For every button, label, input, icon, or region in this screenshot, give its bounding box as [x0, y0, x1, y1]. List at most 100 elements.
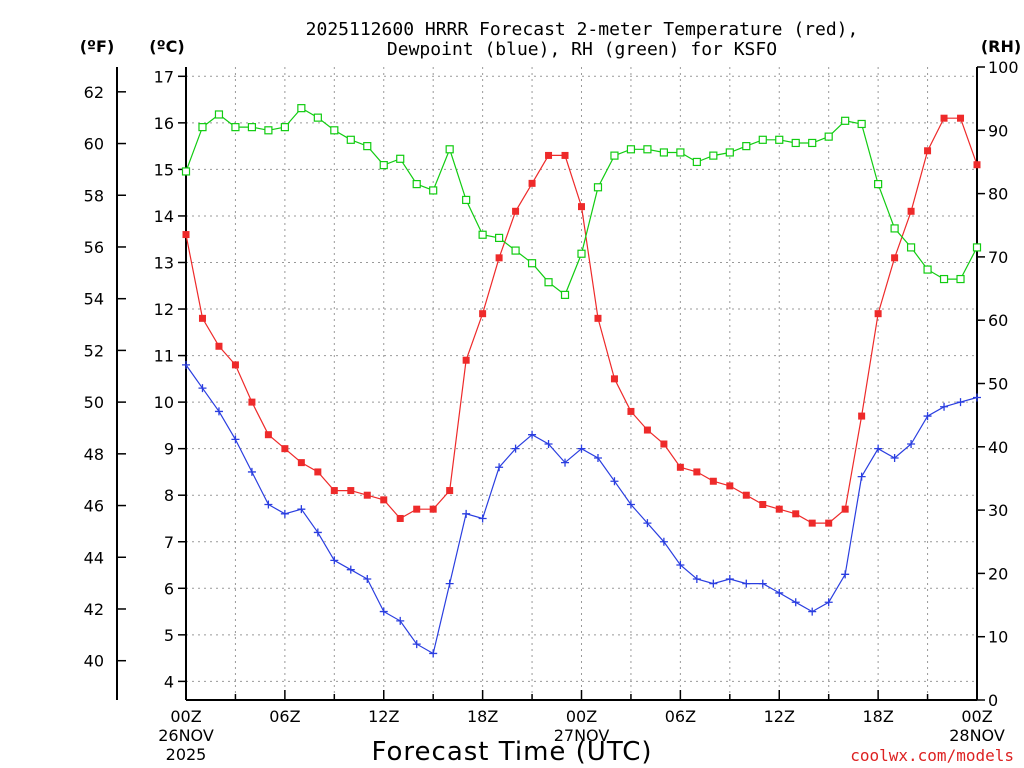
dewpoint-point — [857, 472, 866, 481]
temperature-point — [610, 375, 618, 383]
rh-point — [775, 135, 784, 144]
dewpoint-point — [610, 477, 619, 486]
rh-point — [363, 142, 372, 151]
dewpoint-point — [247, 467, 256, 476]
rh-point — [890, 224, 899, 233]
time-tick-label: 00Z — [566, 707, 597, 726]
fahrenheit-tick-label: 52 — [84, 341, 104, 360]
celsius-tick-label: 6 — [164, 579, 174, 598]
fahrenheit-tick-label: 48 — [84, 445, 104, 464]
rh-point — [972, 243, 982, 252]
rh-point — [676, 148, 685, 157]
rh-axis-label: (RH) — [981, 37, 1021, 56]
time-tick-label: 06Z — [269, 707, 300, 726]
dewpoint-point — [528, 430, 537, 439]
rh-point — [527, 259, 537, 268]
dewpoint-point — [923, 412, 932, 421]
rh-point — [808, 138, 817, 148]
temperature-point — [808, 519, 816, 527]
temperature-point — [973, 161, 981, 169]
rh-tick-label: 70 — [988, 248, 1008, 267]
temperature-point — [742, 491, 750, 499]
rh-point — [593, 183, 603, 192]
temperature-point — [413, 505, 421, 513]
rh-point — [626, 145, 636, 154]
rh-point — [181, 167, 191, 176]
rh-point — [313, 113, 322, 122]
dewpoint-point — [973, 393, 981, 402]
temperature-point — [248, 398, 256, 406]
rh-point — [923, 265, 932, 274]
dewpoint-point — [429, 649, 438, 658]
rh-point — [577, 249, 586, 258]
dewpoint-point — [231, 435, 240, 444]
temperature-point — [907, 207, 915, 215]
dewpoint-point — [544, 440, 553, 449]
fahrenheit-tick-label: 44 — [84, 548, 104, 567]
time-tick-label: 18Z — [862, 707, 893, 726]
celsius-axis-label: (ºC) — [149, 37, 184, 56]
rh-point — [857, 119, 866, 129]
fahrenheit-tick-label: 42 — [84, 600, 104, 619]
rh-point — [659, 148, 668, 157]
temperature-point — [858, 412, 866, 420]
rh-point — [692, 157, 701, 167]
dewpoint-point — [725, 574, 734, 583]
temperature-point — [825, 519, 833, 527]
rh-point — [544, 278, 553, 287]
rh-tick-label: 10 — [988, 628, 1008, 647]
rh-tick-label: 20 — [988, 564, 1008, 583]
dewpoint-point — [330, 556, 339, 565]
rh-point — [280, 123, 289, 132]
dewpoint-point — [890, 453, 899, 462]
fahrenheit-tick-label: 50 — [84, 393, 104, 412]
rh-tick-label: 90 — [988, 121, 1008, 140]
dewpoint-point — [874, 444, 883, 453]
fahrenheit-tick-label: 60 — [84, 135, 104, 154]
rh-point — [396, 154, 405, 163]
temperature-point — [462, 356, 470, 364]
temperature-point — [363, 491, 371, 499]
rh-series — [181, 104, 982, 299]
temperature-point — [874, 310, 882, 318]
temperature-point — [396, 514, 404, 522]
rh-tick-label: 40 — [988, 438, 1008, 457]
rh-point — [560, 290, 570, 299]
rh-tick-label: 30 — [988, 501, 1008, 520]
time-tick-label: 2025 — [166, 745, 207, 764]
temperature-point — [693, 468, 701, 476]
dewpoint-point — [824, 598, 833, 607]
celsius-tick-label: 4 — [164, 672, 174, 691]
time-tick-label: 27NOV — [554, 726, 610, 745]
dewpoint-point — [907, 440, 916, 449]
temperature-point — [594, 314, 602, 322]
temperature-point — [775, 505, 783, 513]
dewpoint-point — [692, 574, 701, 583]
temperature-point — [479, 310, 487, 318]
time-tick-label: 00Z — [961, 707, 992, 726]
fahrenheit-tick-label: 40 — [84, 652, 104, 671]
fahrenheit-tick-label: 58 — [84, 186, 104, 205]
temperature-point — [726, 482, 734, 490]
rh-point — [462, 195, 471, 205]
celsius-tick-label: 10 — [154, 393, 174, 412]
temperature-point — [198, 314, 206, 322]
temperature-point — [627, 407, 635, 415]
dewpoint-point — [511, 444, 520, 453]
celsius-tick-label: 8 — [164, 486, 174, 505]
temperature-point — [231, 361, 239, 369]
time-tick-label: 06Z — [665, 707, 696, 726]
rh-tick-label: 0 — [988, 691, 998, 710]
temperature-point — [709, 477, 717, 485]
temperature-point — [676, 463, 684, 471]
temperature-point — [545, 151, 553, 159]
dewpoint-series — [182, 360, 981, 658]
rh-point — [874, 180, 883, 189]
temperature-point — [380, 496, 388, 504]
rh-point — [725, 148, 734, 157]
temperature-point — [215, 342, 223, 350]
time-tick-label: 12Z — [764, 707, 795, 726]
celsius-tick-label: 13 — [154, 253, 174, 272]
dewpoint-point — [791, 598, 800, 607]
temperature-point — [792, 510, 800, 518]
